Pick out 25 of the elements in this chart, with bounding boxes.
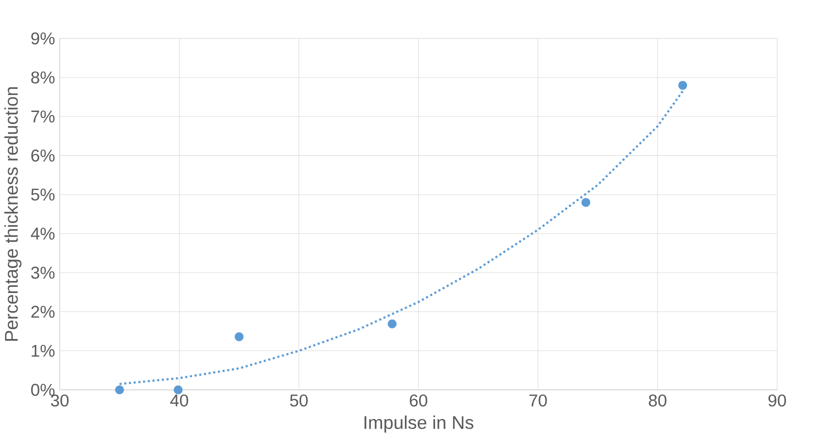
x-tick-label: 60 <box>410 394 428 407</box>
y-tick-label: 2% <box>31 306 55 318</box>
point <box>388 319 397 328</box>
y-tick-label: 0% <box>31 384 55 396</box>
point <box>581 198 590 207</box>
point <box>115 385 124 394</box>
x-axis-title: Impulse in Ns <box>364 416 474 433</box>
x-tick-label: 50 <box>290 394 308 407</box>
y-axis-title: Percentage thickness reduction <box>4 87 22 341</box>
point <box>678 80 688 90</box>
point <box>234 332 244 342</box>
y-tick-label: 5% <box>31 188 55 201</box>
y-tick-label: 8% <box>31 71 55 84</box>
x-tick-label: 40 <box>170 394 188 407</box>
x-tick-label: 90 <box>768 394 786 407</box>
x-tick-label: 70 <box>529 394 547 407</box>
y-tick-label: 9% <box>31 32 55 44</box>
y-tick-label: 3% <box>31 266 55 279</box>
point <box>174 385 183 394</box>
x-tick-label: 80 <box>648 394 666 407</box>
y-tick-label: 7% <box>31 110 55 123</box>
y-tick-label: 6% <box>31 150 55 162</box>
x-tick-label: 30 <box>50 394 69 407</box>
y-tick-label: 1% <box>32 344 55 357</box>
y-tick-label: 4% <box>30 228 55 240</box>
